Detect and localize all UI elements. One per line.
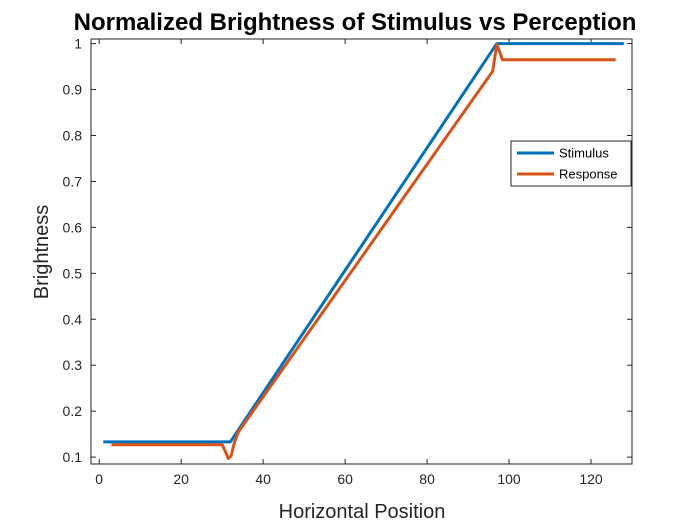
x-tick-label: 100 (497, 471, 521, 487)
series-line-stimulus (103, 42, 624, 444)
y-tick-label: 0.2 (63, 403, 83, 419)
plot-frame (90, 38, 633, 465)
y-tick-label: 0.7 (63, 173, 83, 189)
y-tick-label: 0.6 (63, 219, 83, 235)
axis-ticks: 0 20 40 60 80 100 120 0.1 0.2 0.3 0.4 0.5 0.6 0.7 0.8 0… (63, 36, 632, 487)
legend-label-stimulus: Stimulus (559, 146, 609, 161)
x-tick-label: 40 (255, 471, 271, 487)
y-tick-label: 1 (74, 36, 82, 52)
y-tick-label: 0.8 (63, 127, 83, 143)
legend-label-response: Response (559, 167, 618, 182)
y-tick-label: 0.9 (63, 82, 83, 98)
x-tick-label: 80 (419, 471, 435, 487)
y-tick-label: 0.5 (63, 265, 83, 281)
series-line-response (111, 43, 616, 460)
x-tick-label: 120 (579, 471, 603, 487)
series-lines (103, 42, 624, 460)
y-tick-label: 0.4 (63, 311, 83, 327)
chart-title: Normalized Brightness of Stimulus vs Per… (74, 9, 637, 36)
x-tick-label: 20 (173, 471, 189, 487)
x-tick-label: 60 (337, 471, 353, 487)
y-tick-label: 0.1 (63, 449, 83, 465)
y-tick-label: 0.3 (63, 357, 83, 373)
y-axis-label: Brightness (31, 205, 53, 300)
x-tick-label: 0 (95, 471, 103, 487)
legend-box (510, 140, 632, 187)
legend: Stimulus Response (510, 140, 632, 187)
x-axis-label: Horizontal Position (279, 501, 446, 523)
